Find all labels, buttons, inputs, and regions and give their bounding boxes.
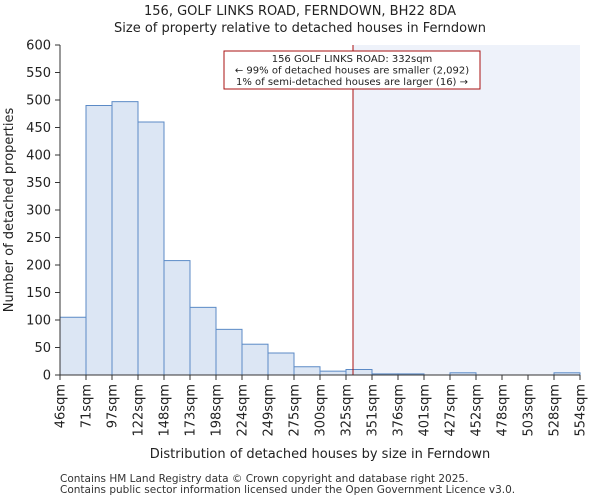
annotation-box: 156 GOLF LINKS ROAD: 332sqm ← 99% of det… (223, 50, 481, 90)
y-tick-label: 50 (34, 341, 51, 356)
histogram-bar (163, 260, 191, 376)
x-tick-label: 376sqm (392, 384, 407, 437)
histogram-bar (241, 343, 269, 376)
y-tick-label: 400 (26, 149, 51, 164)
histogram-bar (293, 366, 321, 376)
x-tick-label: 478sqm (496, 384, 511, 437)
chart-subtitle: Size of property relative to detached ho… (114, 21, 486, 36)
x-tick-label: 554sqm (574, 384, 589, 437)
x-tick-label: 401sqm (418, 384, 433, 437)
footer-copyright: Contains HM Land Registry data © Crown c… (60, 473, 469, 485)
x-tick-label: 325sqm (340, 384, 355, 437)
x-tick-label: 122sqm (132, 384, 147, 437)
x-axis-label: Distribution of detached houses by size … (150, 447, 490, 462)
annotation-line-3: 1% of semi-detached houses are larger (1… (236, 77, 468, 88)
y-tick-label: 200 (26, 259, 51, 274)
x-tick-label: 528sqm (548, 384, 563, 437)
highlight-region (353, 45, 580, 375)
histogram-bar (189, 306, 217, 376)
x-tick-label: 173sqm (184, 384, 199, 437)
x-tick-label: 198sqm (210, 384, 225, 437)
x-tick-label: 46sqm (54, 384, 69, 428)
x-tick-label: 148sqm (158, 384, 173, 437)
histogram-bar (111, 101, 139, 376)
histogram-bar (345, 369, 373, 376)
histogram-bar (319, 370, 347, 376)
x-tick-label: 503sqm (522, 384, 537, 437)
x-tick-label: 427sqm (444, 384, 459, 437)
x-tick-label: 300sqm (314, 384, 329, 437)
y-tick-label: 150 (26, 286, 51, 301)
footer-licence: Contains public sector information licen… (60, 484, 516, 496)
y-tick-label: 500 (26, 94, 51, 109)
histogram-bar (215, 328, 243, 376)
x-tick-label: 97sqm (106, 384, 121, 428)
histogram-bar (267, 352, 295, 376)
x-tick-label: 275sqm (288, 384, 303, 437)
annotation-border (223, 50, 481, 90)
y-tick-label: 550 (26, 66, 51, 81)
y-tick-label: 250 (26, 231, 51, 246)
y-tick-label: 100 (26, 314, 51, 329)
histogram-bar (137, 121, 165, 376)
y-axis-label: Number of detached properties (2, 108, 17, 313)
chart-title-address: 156, GOLF LINKS ROAD, FERNDOWN, BH22 8DA (144, 4, 456, 19)
y-tick-label: 0 (43, 369, 51, 384)
histogram-bar (85, 105, 113, 376)
y-tick-label: 600 (26, 39, 51, 54)
annotation-line-1: 156 GOLF LINKS ROAD: 332sqm (272, 54, 433, 65)
y-tick-label: 350 (26, 176, 51, 191)
x-tick-label: 224sqm (236, 384, 251, 437)
histogram-bar (59, 316, 87, 376)
x-tick-label: 452sqm (470, 384, 485, 437)
y-tick-label: 300 (26, 204, 51, 219)
x-tick-label: 71sqm (80, 384, 95, 428)
x-tick-label: 249sqm (262, 384, 277, 437)
annotation-line-2: ← 99% of detached houses are smaller (2,… (235, 66, 469, 77)
x-tick-label: 351sqm (366, 384, 381, 437)
y-tick-label: 450 (26, 121, 51, 136)
